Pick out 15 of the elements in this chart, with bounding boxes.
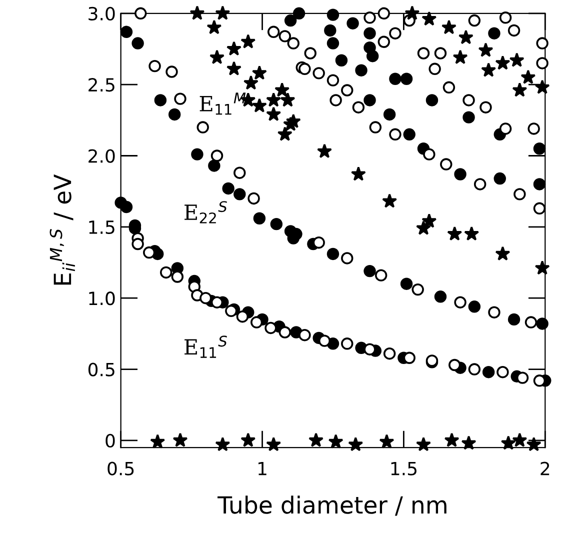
annotation: E$_{11}$$^{S}$ bbox=[184, 336, 227, 358]
y-tick-label: 1.5 bbox=[89, 220, 114, 234]
x-tick-label: 1 bbox=[258, 462, 266, 476]
y-tick-label: 0 bbox=[106, 434, 115, 448]
y-tick-label: 0.5 bbox=[88, 362, 114, 376]
x-tick-label: 0.5 bbox=[108, 462, 134, 476]
annotation: E$_{22}$$^{S}$ bbox=[184, 201, 227, 224]
y-tick-label: 2.0 bbox=[88, 149, 115, 163]
y-axis-title: E$_{ii}$$^{M,S}$ / eV bbox=[50, 174, 75, 285]
x-axis-title: Tube diameter / nm bbox=[218, 496, 446, 516]
y-tick-label: 3.0 bbox=[88, 6, 115, 21]
x-tick-label: 2 bbox=[540, 462, 550, 476]
x-tick-label: 1.5 bbox=[391, 462, 416, 476]
y-tick-label: 2.5 bbox=[88, 78, 114, 92]
y-tick-label: 1.0 bbox=[89, 292, 115, 306]
